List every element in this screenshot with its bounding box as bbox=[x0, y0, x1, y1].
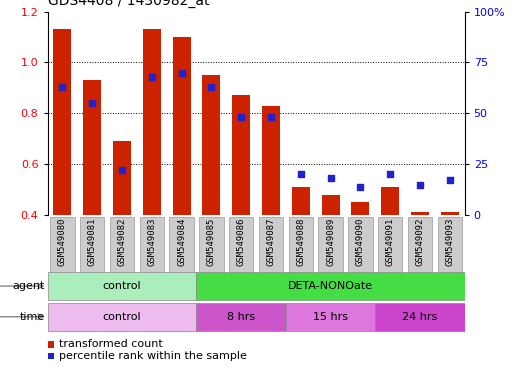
Bar bbox=[196, 303, 286, 331]
FancyBboxPatch shape bbox=[169, 217, 194, 296]
Text: GSM549091: GSM549091 bbox=[385, 217, 394, 266]
Text: GSM549086: GSM549086 bbox=[237, 217, 246, 266]
Point bbox=[148, 74, 156, 80]
Bar bbox=[143, 29, 161, 215]
Text: DETA-NONOate: DETA-NONOate bbox=[288, 281, 373, 291]
Bar bbox=[381, 187, 399, 215]
Text: GSM549087: GSM549087 bbox=[267, 217, 276, 266]
Bar bbox=[48, 272, 196, 300]
FancyBboxPatch shape bbox=[80, 217, 105, 296]
Bar bbox=[196, 272, 465, 300]
Bar bbox=[352, 202, 369, 215]
Point bbox=[207, 84, 215, 90]
FancyBboxPatch shape bbox=[318, 217, 343, 296]
Point bbox=[326, 175, 335, 182]
Bar bbox=[375, 303, 465, 331]
Text: GSM549081: GSM549081 bbox=[88, 217, 97, 266]
Point bbox=[267, 114, 275, 121]
Point bbox=[118, 167, 126, 173]
Text: control: control bbox=[102, 312, 142, 322]
Bar bbox=[286, 303, 375, 331]
Bar bbox=[292, 187, 310, 215]
Point bbox=[58, 84, 67, 90]
FancyBboxPatch shape bbox=[289, 217, 313, 296]
Point bbox=[356, 184, 364, 190]
Text: GSM549084: GSM549084 bbox=[177, 217, 186, 266]
FancyBboxPatch shape bbox=[50, 217, 74, 296]
Bar bbox=[173, 37, 191, 215]
FancyBboxPatch shape bbox=[378, 217, 402, 296]
Bar bbox=[48, 303, 196, 331]
FancyBboxPatch shape bbox=[199, 217, 223, 296]
Text: GSM549085: GSM549085 bbox=[207, 217, 216, 266]
Bar bbox=[322, 195, 340, 215]
Text: GSM549082: GSM549082 bbox=[118, 217, 127, 266]
Text: 24 hrs: 24 hrs bbox=[402, 312, 438, 322]
FancyBboxPatch shape bbox=[408, 217, 432, 296]
Text: GSM549093: GSM549093 bbox=[445, 217, 454, 266]
FancyBboxPatch shape bbox=[139, 217, 164, 296]
Text: control: control bbox=[102, 281, 142, 291]
Text: GSM549092: GSM549092 bbox=[416, 217, 425, 266]
Bar bbox=[232, 96, 250, 215]
Text: GSM549080: GSM549080 bbox=[58, 217, 67, 266]
Bar bbox=[83, 80, 101, 215]
Text: GSM549083: GSM549083 bbox=[147, 217, 156, 266]
Text: time: time bbox=[20, 312, 45, 322]
Bar bbox=[441, 212, 459, 215]
Bar bbox=[202, 75, 220, 215]
Point bbox=[88, 100, 97, 106]
Text: percentile rank within the sample: percentile rank within the sample bbox=[59, 351, 247, 361]
Point bbox=[297, 171, 305, 177]
FancyBboxPatch shape bbox=[348, 217, 373, 296]
Point bbox=[237, 114, 246, 121]
Text: GSM549089: GSM549089 bbox=[326, 217, 335, 266]
Text: 8 hrs: 8 hrs bbox=[227, 312, 255, 322]
Bar bbox=[113, 141, 131, 215]
Text: agent: agent bbox=[13, 281, 45, 291]
Bar bbox=[411, 212, 429, 215]
Point bbox=[386, 171, 394, 177]
Point bbox=[416, 182, 424, 188]
Point bbox=[177, 70, 186, 76]
Text: GSM549088: GSM549088 bbox=[296, 217, 305, 266]
Text: transformed count: transformed count bbox=[59, 339, 163, 349]
Text: GDS4408 / 1430982_at: GDS4408 / 1430982_at bbox=[48, 0, 209, 8]
FancyBboxPatch shape bbox=[438, 217, 462, 296]
FancyBboxPatch shape bbox=[110, 217, 134, 296]
Text: GSM549090: GSM549090 bbox=[356, 217, 365, 266]
FancyBboxPatch shape bbox=[229, 217, 253, 296]
Point bbox=[446, 177, 454, 184]
Bar bbox=[53, 29, 71, 215]
FancyBboxPatch shape bbox=[259, 217, 283, 296]
Text: 15 hrs: 15 hrs bbox=[313, 312, 348, 322]
Bar bbox=[262, 106, 280, 215]
